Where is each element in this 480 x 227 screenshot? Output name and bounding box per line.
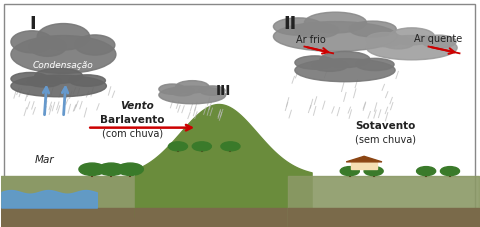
Circle shape	[98, 163, 124, 176]
Ellipse shape	[320, 52, 370, 68]
Text: I: I	[29, 15, 36, 33]
Text: Sotavento: Sotavento	[355, 121, 416, 131]
Ellipse shape	[28, 77, 61, 88]
Ellipse shape	[170, 88, 194, 96]
Ellipse shape	[274, 22, 397, 52]
Circle shape	[168, 142, 188, 151]
Circle shape	[117, 163, 144, 176]
Ellipse shape	[11, 73, 49, 86]
Circle shape	[340, 167, 360, 176]
Bar	[351, 162, 377, 170]
Text: Ar quente: Ar quente	[414, 33, 462, 43]
Text: (sem chuva): (sem chuva)	[355, 134, 416, 144]
Ellipse shape	[274, 19, 323, 36]
Ellipse shape	[304, 13, 366, 34]
Ellipse shape	[356, 59, 394, 71]
Ellipse shape	[11, 36, 116, 74]
Ellipse shape	[295, 57, 335, 70]
Text: Barlavento: Barlavento	[100, 114, 165, 124]
Ellipse shape	[35, 69, 83, 84]
Ellipse shape	[295, 24, 338, 39]
Ellipse shape	[366, 33, 403, 47]
Text: Vento: Vento	[120, 101, 154, 111]
Ellipse shape	[312, 61, 348, 72]
Ellipse shape	[366, 36, 457, 61]
Ellipse shape	[69, 75, 106, 87]
Text: Ar frio: Ar frio	[296, 35, 325, 44]
Circle shape	[192, 142, 211, 151]
Ellipse shape	[37, 25, 90, 51]
FancyBboxPatch shape	[4, 5, 475, 221]
Text: II: II	[284, 15, 297, 33]
Text: (com chuva): (com chuva)	[102, 128, 163, 138]
Ellipse shape	[159, 85, 186, 95]
Ellipse shape	[176, 81, 209, 94]
Ellipse shape	[200, 86, 225, 96]
Ellipse shape	[75, 36, 115, 56]
Polygon shape	[346, 157, 382, 162]
Circle shape	[221, 142, 240, 151]
Text: Mar: Mar	[35, 155, 54, 164]
Ellipse shape	[349, 22, 396, 38]
Ellipse shape	[11, 32, 53, 54]
Text: Condensação: Condensação	[33, 61, 94, 70]
Circle shape	[79, 163, 105, 176]
Text: III: III	[216, 83, 231, 97]
Ellipse shape	[389, 29, 434, 46]
Circle shape	[417, 167, 436, 176]
Circle shape	[441, 167, 459, 176]
Ellipse shape	[29, 38, 66, 57]
Circle shape	[364, 167, 383, 176]
Ellipse shape	[159, 87, 226, 104]
Ellipse shape	[295, 59, 395, 82]
Ellipse shape	[383, 38, 414, 50]
Ellipse shape	[11, 76, 107, 97]
Ellipse shape	[422, 36, 456, 49]
